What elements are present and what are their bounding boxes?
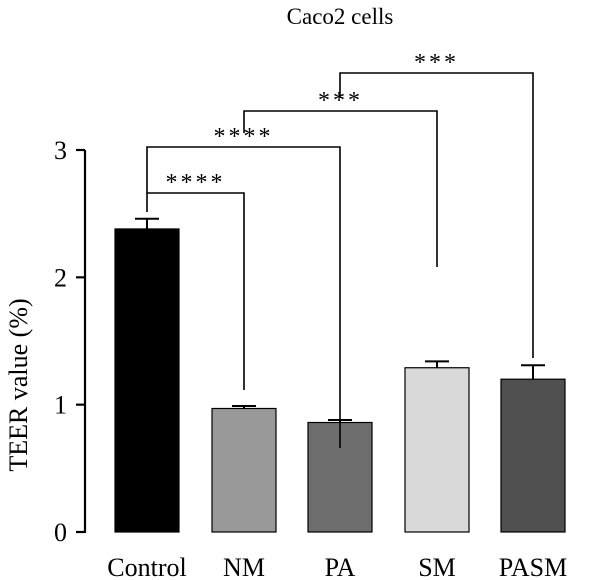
significance-label-4: *** bbox=[414, 50, 459, 76]
y-axis-label: TEER value (%) bbox=[4, 298, 33, 471]
bar-pasm bbox=[500, 378, 566, 533]
significance-bracket-1 bbox=[146, 192, 245, 390]
significance-bracket-3 bbox=[243, 110, 438, 267]
bar-control bbox=[114, 228, 180, 533]
y-tick-label-0: 0 bbox=[54, 518, 67, 547]
y-tick-label-1: 1 bbox=[54, 391, 67, 420]
chart-title: Caco2 cells bbox=[287, 4, 394, 29]
x-tick-label-pasm: PASM bbox=[499, 553, 567, 580]
bar-sm bbox=[404, 367, 470, 533]
x-tick-label-nm: NM bbox=[223, 553, 265, 580]
significance-label-3: *** bbox=[318, 88, 363, 114]
x-tick-label-sm: SM bbox=[418, 553, 456, 580]
y-tick-label-3: 3 bbox=[54, 136, 67, 165]
significance-label-2: **** bbox=[214, 124, 274, 150]
x-tick-label-pa: PA bbox=[325, 553, 356, 580]
significance-label-1: **** bbox=[166, 170, 226, 196]
x-tick-label-control: Control bbox=[107, 553, 186, 580]
significance-bracket-4 bbox=[339, 72, 534, 358]
y-tick-label-2: 2 bbox=[54, 263, 67, 292]
bar-nm bbox=[211, 407, 277, 533]
significance-bracket-2 bbox=[146, 146, 341, 448]
